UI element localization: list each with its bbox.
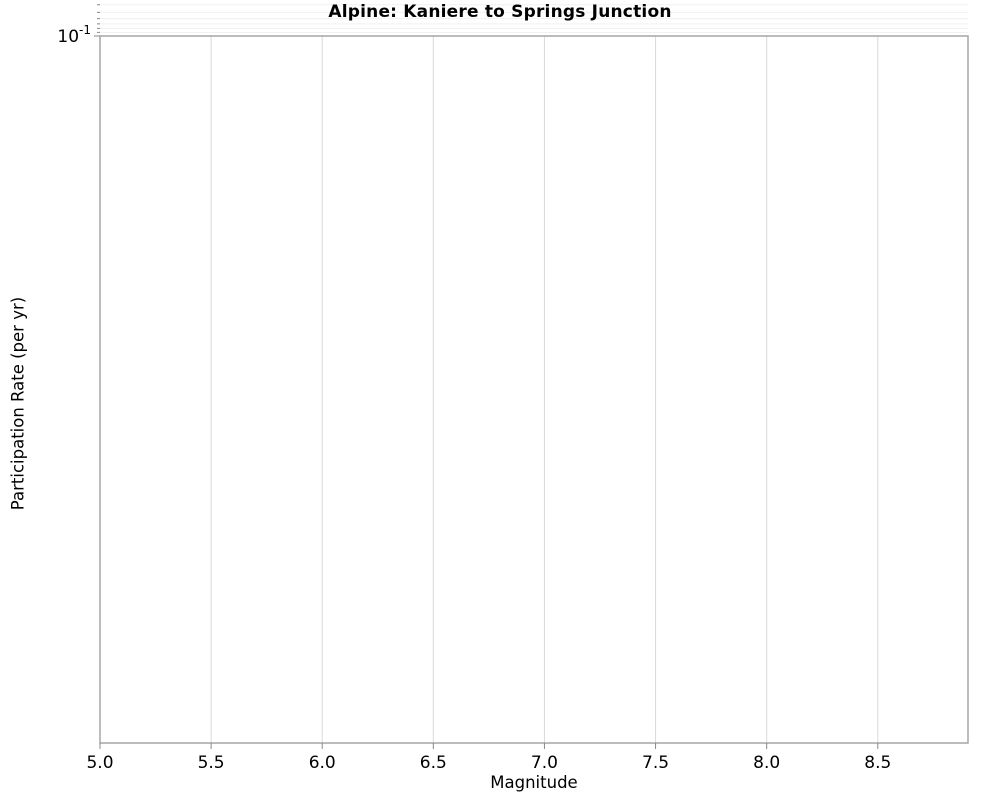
y-tick-label: 10-1	[57, 23, 91, 47]
grid-major	[210, 36, 879, 743]
plot-frame	[99, 35, 969, 744]
y-axis-label: Participation Rate (per yr)	[8, 296, 28, 511]
x-axis-label: Magnitude	[490, 773, 578, 792]
x-tick-label: 6.5	[420, 753, 447, 773]
axis-ticks	[94, 4, 879, 749]
plot-background	[100, 36, 968, 743]
x-tick-label: 8.5	[864, 753, 891, 773]
x-tick-label: 6.0	[309, 753, 336, 773]
x-tick-label: 8.0	[753, 753, 780, 773]
x-tick-label: 5.5	[198, 753, 225, 773]
x-tick-label: 7.5	[642, 753, 669, 773]
x-tick-label: 5.0	[86, 753, 113, 773]
x-tick-label: 7.0	[531, 753, 558, 773]
chart-title: Alpine: Kaniere to Springs Junction	[328, 2, 672, 22]
